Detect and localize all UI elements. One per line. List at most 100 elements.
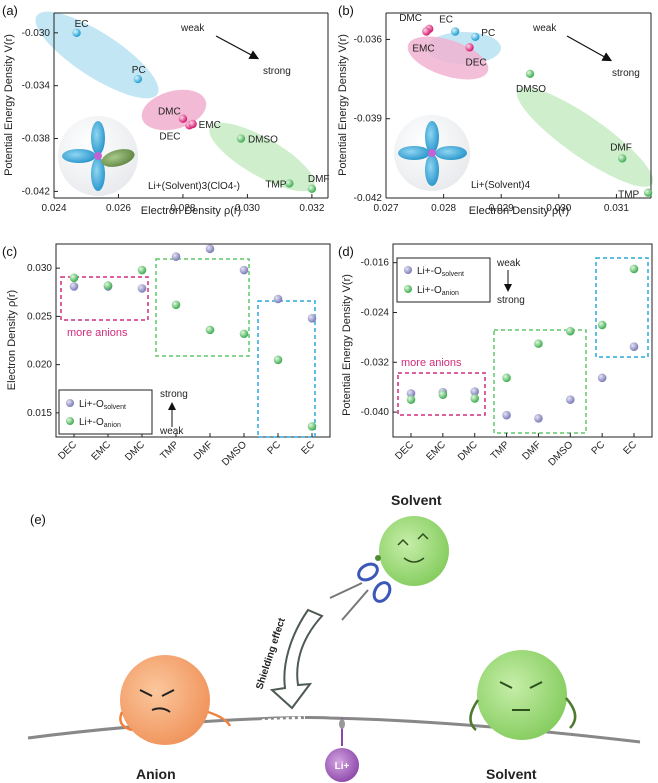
solvent-top-label: Solvent — [391, 492, 442, 508]
y-tick-label: -0.036 — [354, 34, 383, 45]
category-label-ec: EC — [622, 439, 640, 457]
data-point-solvent-tmp — [171, 252, 181, 261]
anion-label: Anion — [136, 766, 176, 782]
y-tick-label: 0.030 — [27, 263, 52, 274]
point-label-dmc: DMC — [158, 107, 181, 118]
data-point-pc — [471, 32, 480, 41]
panel-label-c: (c) — [2, 244, 17, 259]
point-label-dmf: DMF — [610, 142, 632, 153]
x-tick-label: 0.030 — [235, 203, 260, 214]
category-label-dmso: DMSO — [220, 439, 249, 468]
more-anions-label: more anions — [401, 357, 462, 369]
y-tick-label: -0.042 — [22, 186, 51, 197]
y-tick-label: -0.040 — [361, 407, 390, 418]
solvent-molecule-top — [375, 516, 449, 586]
cyan-group-box — [595, 257, 649, 358]
weak-label: weak — [159, 426, 184, 437]
x-tick-label: 0.026 — [106, 203, 131, 214]
y-axis-label-d: Potential Energy Density V(r) — [341, 274, 353, 416]
point-label-dmf: DMF — [308, 174, 330, 185]
y-tick-label: -0.030 — [22, 28, 51, 39]
category-label-tmp: TMP — [158, 439, 181, 462]
category-label-dmf: DMF — [520, 439, 543, 462]
category-label-dmc: DMC — [456, 439, 480, 463]
data-point-anion-ec — [307, 422, 317, 431]
category-label-dec: DEC — [393, 439, 416, 462]
legend-marker-anion — [404, 285, 412, 293]
legend-anion-label: Li+-Oanion — [79, 417, 121, 429]
data-point-solvent-dmf — [534, 414, 543, 423]
y-axis-label-c: Electron Density ρ(r) — [6, 290, 18, 390]
anion-molecule — [119, 655, 232, 745]
cluster-ellipse-pink — [141, 89, 207, 131]
curved-arrow-icon — [269, 608, 324, 710]
y-tick-label: 0.025 — [27, 311, 52, 322]
data-point-solvent-ec — [629, 342, 639, 352]
y-tick-label: -0.034 — [22, 81, 51, 92]
data-point-solvent-pc — [273, 294, 283, 304]
point-label-dmso: DMSO — [516, 84, 546, 95]
category-label-emc: EMC — [90, 439, 114, 463]
data-point-ec — [72, 28, 81, 38]
data-point-anion-dec — [406, 395, 416, 404]
solvent-molecule-bottom — [469, 650, 577, 740]
weak-label: weak — [532, 23, 557, 34]
data-point-anion-emc — [103, 281, 113, 290]
data-point-ec — [450, 27, 460, 36]
panel-b: (b) 0.027 0.028 0.029 0.030 0.031 -0.036 -0.03… — [337, 3, 654, 217]
strong-label: strong — [612, 68, 640, 79]
point-label-ec: EC — [439, 15, 453, 26]
x-axis-label-a: Electron Density ρ(r) — [141, 205, 241, 217]
category-label-pc: PC — [590, 439, 608, 457]
x-tick-label: 0.030 — [546, 203, 571, 214]
panel-label-b: (b) — [338, 3, 354, 18]
data-point-anion-tmp — [502, 373, 511, 383]
category-label-dmso: DMSO — [546, 439, 575, 468]
more-anions-box — [60, 276, 149, 321]
data-point-anion-ec — [629, 264, 639, 274]
cyan-group-box — [257, 300, 316, 438]
data-point-dmc — [178, 114, 188, 123]
weak-label: weak — [180, 23, 205, 34]
shielding-effect-label: Shielding effect — [254, 616, 288, 691]
point-label-ec: EC — [75, 19, 89, 30]
cluster-ellipse-blue — [35, 11, 159, 99]
x-tick-label: 0.029 — [489, 203, 514, 214]
x-tick-label: 0.028 — [431, 203, 456, 214]
li-label: Li+ — [335, 761, 350, 772]
point-label-tmp: TMP — [618, 190, 639, 201]
data-point-anion-emc — [438, 390, 448, 399]
legend-solvent-label: Li+-Osolvent — [417, 266, 464, 278]
point-label-emc: EMC — [412, 44, 434, 55]
solvent-bottom-label: Solvent — [486, 766, 537, 782]
y-axis-label-b: Potential Energy Density V(r) — [337, 34, 349, 176]
green-group-box — [155, 258, 250, 357]
y-tick-label: 0.015 — [27, 408, 52, 419]
point-label-emc: EMC — [199, 120, 221, 131]
data-point-dmso — [236, 134, 246, 143]
data-point-anion-pc — [273, 355, 283, 365]
panel-label-a: (a) — [2, 3, 18, 18]
data-point-solvent-dmso — [239, 265, 249, 275]
legend-d — [396, 257, 491, 303]
weak-label: weak — [496, 258, 521, 269]
point-label-pc: PC — [132, 65, 146, 76]
x-tick-label: 0.028 — [170, 203, 195, 214]
data-point-emc — [422, 27, 431, 36]
strong-label: strong — [497, 295, 525, 306]
category-label-tmp: TMP — [489, 439, 512, 462]
y-axis-label-a: Potential Energy Density V(r) — [3, 34, 15, 176]
panel-a: (a) 0.024 0.026 0.028 0.030 0.032 -0.030 -0.03… — [2, 3, 330, 217]
strong-label: strong — [263, 66, 291, 77]
more-anions-label: more anions — [67, 327, 128, 339]
green-group-box — [493, 329, 587, 434]
category-label-dmc: DMC — [123, 439, 147, 463]
complex-formula-a: Li+(Solvent)3(ClO4-) — [148, 181, 240, 192]
data-point-solvent-pc — [597, 373, 607, 383]
legend-marker-solvent — [404, 266, 412, 274]
x-tick-label: 0.031 — [604, 203, 629, 214]
data-point-dmf — [617, 154, 627, 163]
legend-anion-label: Li+-Oanion — [417, 285, 459, 297]
y-tick-label: -0.016 — [361, 258, 390, 269]
